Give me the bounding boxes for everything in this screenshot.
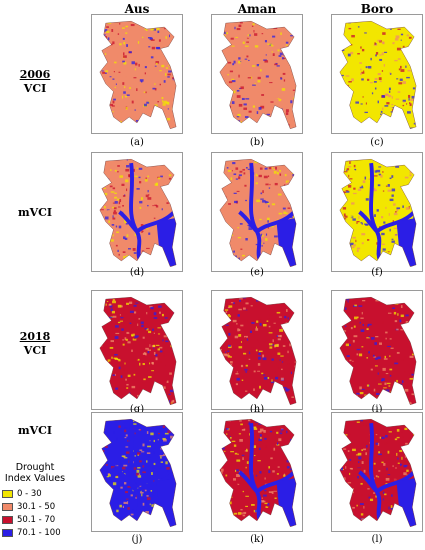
bangladesh-map <box>99 296 177 406</box>
country-shape <box>219 159 297 267</box>
row-index: VCI <box>23 82 47 95</box>
map-panel-h <box>211 290 303 410</box>
legend-item: 70.1 - 100 <box>2 526 68 539</box>
map-panel-k <box>211 412 303 532</box>
row-index: mVCI <box>17 206 53 219</box>
column-header-aman: Aman <box>237 2 277 16</box>
country-shape <box>339 297 417 405</box>
panel-caption: (e) <box>250 267 264 278</box>
legend-swatch <box>2 489 13 498</box>
row-label-2006-mvci: mVCI <box>0 206 70 220</box>
country-shape <box>219 419 297 527</box>
panel-caption: (d) <box>129 267 145 278</box>
bangladesh-map <box>99 158 177 268</box>
map-panel-e <box>211 152 303 272</box>
panel-caption: (j) <box>131 534 143 545</box>
row-label-2018-mvci: mVCI <box>0 424 70 438</box>
country-shape <box>219 21 297 129</box>
panel-caption: (a) <box>130 137 144 148</box>
row-year: 2006 <box>19 68 51 81</box>
bangladesh-map <box>339 20 417 130</box>
legend-title-line1: Drought <box>15 462 55 473</box>
panel-caption: (i) <box>371 404 383 415</box>
legend-swatch <box>2 502 13 511</box>
bangladesh-map <box>219 418 297 528</box>
legend-label: 0 - 30 <box>17 488 42 499</box>
map-panel-f <box>331 152 423 272</box>
legend-item: 30.1 - 50 <box>2 500 68 513</box>
legend-item: 50.1 - 70 <box>2 513 68 526</box>
column-header-boro: Boro <box>360 2 394 16</box>
legend-title: Drought Index Values <box>2 462 68 484</box>
panel-caption: (l) <box>371 534 383 545</box>
country-shape <box>99 297 177 405</box>
country-shape <box>339 419 417 527</box>
country-shape <box>99 159 177 267</box>
country-shape <box>219 297 297 405</box>
map-panel-g <box>91 290 183 410</box>
row-index: mVCI <box>17 424 53 437</box>
panel-caption: (f) <box>371 267 383 278</box>
bangladesh-map <box>219 296 297 406</box>
country-shape <box>339 159 417 267</box>
bangladesh-map <box>339 296 417 406</box>
country-shape <box>99 21 177 129</box>
panel-caption: (k) <box>250 534 264 545</box>
legend-swatch <box>2 515 13 524</box>
legend-label: 50.1 - 70 <box>17 514 56 525</box>
panel-caption: (b) <box>249 137 265 148</box>
bangladesh-map <box>219 20 297 130</box>
map-panel-j <box>91 412 183 532</box>
legend-label: 70.1 - 100 <box>17 527 61 538</box>
map-panel-c <box>331 14 423 134</box>
map-panel-d <box>91 152 183 272</box>
row-label-2018-vci: 2018 VCI <box>0 330 70 358</box>
column-header-aus: Aus <box>124 2 150 16</box>
legend: Drought Index Values 0 - 30 30.1 - 50 50… <box>2 462 68 539</box>
legend-label: 30.1 - 50 <box>17 501 56 512</box>
map-panel-a <box>91 14 183 134</box>
map-panel-b <box>211 14 303 134</box>
map-panel-i <box>331 290 423 410</box>
row-year: 2018 <box>19 330 51 343</box>
row-label-2006-vci: 2006 VCI <box>0 68 70 96</box>
panel-caption: (c) <box>370 137 384 148</box>
bangladesh-map <box>99 418 177 528</box>
panel-caption: (g) <box>129 404 145 415</box>
row-index: VCI <box>23 344 47 357</box>
bangladesh-map <box>99 20 177 130</box>
panel-caption: (h) <box>249 404 265 415</box>
map-panel-l <box>331 412 423 532</box>
legend-title-line2: Index Values <box>4 473 66 484</box>
legend-swatch <box>2 528 13 537</box>
bangladesh-map <box>339 418 417 528</box>
legend-item: 0 - 30 <box>2 487 68 500</box>
country-shape <box>99 419 177 527</box>
bangladesh-map <box>219 158 297 268</box>
bangladesh-map <box>339 158 417 268</box>
